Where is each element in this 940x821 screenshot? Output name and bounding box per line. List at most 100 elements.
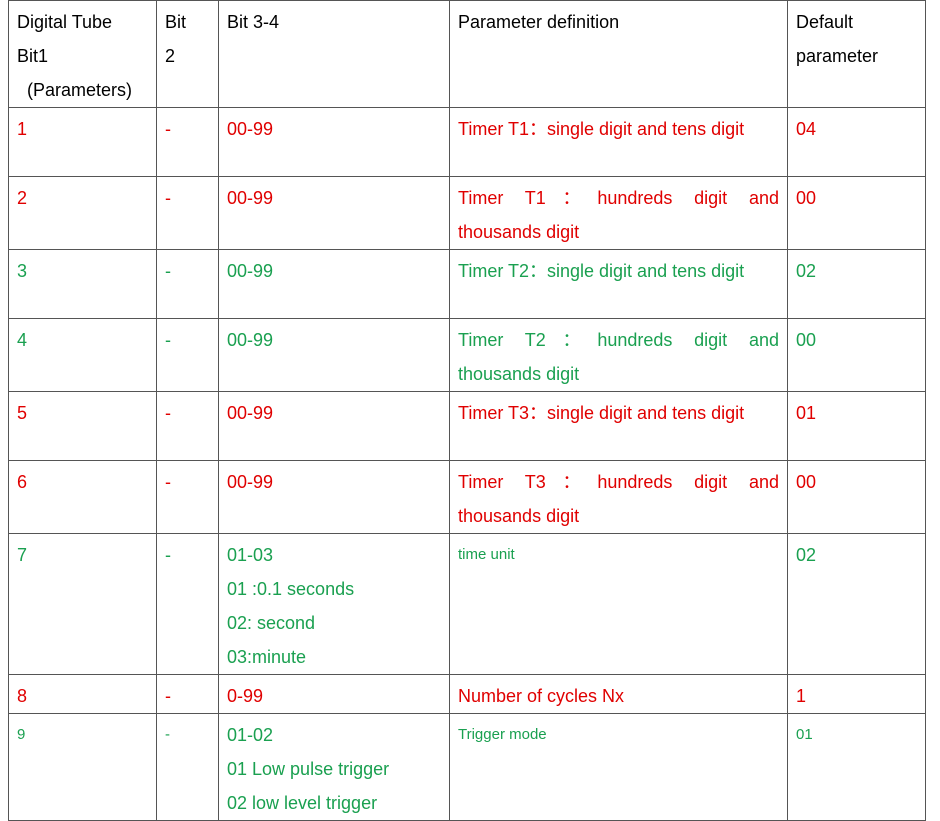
cell-text: Timer T3：hundreds digit and thousands di… [458,465,779,533]
cell-text: 2 [165,39,210,73]
cell-text: 0-99 [227,679,441,713]
default-cell: 04 [788,108,926,177]
range-cell: 00-99 [219,177,450,250]
cell-text: - [165,465,210,499]
definition-cell: Timer T3：single digit and tens digit [450,392,788,461]
table-row: 8-0-99 Number of cycles Nx 1 [9,675,940,714]
default-cell: 00 [788,319,926,392]
index-cell: 5 [9,392,157,461]
definition-cell: time unit [450,534,788,675]
cell-text: 1 [796,679,917,713]
definition-cell: Timer T3：hundreds digit and thousands di… [450,461,788,534]
table-row: 3-00-99 Timer T2：single digit and tens di… [9,250,940,319]
bit2-cell: - [157,714,219,821]
table-row: 6-00-99 Timer T3：hundreds digit and thous… [9,461,940,534]
cell-text: 02 low level trigger [227,786,441,820]
cell-text: 01-02 [227,718,441,752]
margin-cell [926,534,940,675]
bit2-cell: - [157,675,219,714]
default-cell: 01 [788,392,926,461]
bit2-cell: - [157,461,219,534]
cell-text: time unit [458,538,779,572]
cell-text: - [165,718,210,752]
bit2-cell: - [157,534,219,675]
cell-text: 02 [796,254,917,288]
cell-text: 00-99 [227,112,441,146]
cell-text: - [165,538,210,572]
margin-cell [926,177,940,250]
range-cell: 00-99 [219,250,450,319]
cell-text: 00-99 [227,465,441,499]
cell-text: Timer T1：single digit and tens digit [458,112,779,146]
cell-text: (Parameters) [17,73,148,107]
cell-text: Timer T2：hundreds digit and thousands di… [458,323,779,391]
cell-text: Bit 3-4 [227,5,441,39]
cell-text: 00-99 [227,396,441,430]
cell-text: Timer T2：single digit and tens digit [458,254,779,288]
cell-text: 01-03 [227,538,441,572]
cell-text: 00-99 [227,181,441,215]
margin-cell [926,714,940,821]
bit2-cell: - [157,319,219,392]
margin-cell [926,250,940,319]
range-cell: 0-99 [219,675,450,714]
cell-text: 02: second [227,606,441,640]
default-cell: 02 [788,250,926,319]
definition-cell: Timer T2：single digit and tens digit [450,250,788,319]
margin-cell [926,392,940,461]
cell-text: Bit [165,5,210,39]
index-cell: 1 [9,108,157,177]
cell-text: 01 Low pulse trigger [227,752,441,786]
cell-text: 1 [17,112,148,146]
definition-cell: Parameter definition [450,1,788,108]
definition-cell: Number of cycles Nx [450,675,788,714]
range-cell: 00-99 [219,461,450,534]
definition-cell: Timer T1：single digit and tens digit [450,108,788,177]
bit2-cell: - [157,177,219,250]
range-cell: 00-99 [219,392,450,461]
default-cell: 00 [788,177,926,250]
cell-text: Timer T3：single digit and tens digit [458,396,779,430]
cell-text: 3 [17,254,148,288]
cell-text: 02 [796,538,917,572]
index-cell: 2 [9,177,157,250]
range-cell: 00-99 [219,319,450,392]
range-cell: Bit 3-4 [219,1,450,108]
cell-text: Trigger mode [458,718,779,752]
index-cell: 8 [9,675,157,714]
cell-text: 01 [796,718,917,752]
cell-text: 00-99 [227,254,441,288]
definition-cell: Timer T2：hundreds digit and thousands di… [450,319,788,392]
bit2-cell: - [157,250,219,319]
cell-text: Bit1 [17,39,148,73]
definition-cell: Trigger mode [450,714,788,821]
cell-text: 00 [796,181,917,215]
cell-text: 4 [17,323,148,357]
margin-cell [926,675,940,714]
cell-text: - [165,323,210,357]
cell-text: 00 [796,465,917,499]
cell-text: 03:minute [227,640,441,674]
bit2-cell: - [157,392,219,461]
margin-cell [926,461,940,534]
cell-text: - [165,679,210,713]
cell-text: - [165,112,210,146]
index-cell: 6 [9,461,157,534]
cell-text: 01 [796,396,917,430]
index-cell: 3 [9,250,157,319]
cell-text: 04 [796,112,917,146]
default-cell: 1 [788,675,926,714]
range-cell: 00-99 [219,108,450,177]
cell-text: Parameter definition [458,5,779,39]
cell-text: Number of cycles Nx [458,679,779,713]
cell-text: - [165,181,210,215]
